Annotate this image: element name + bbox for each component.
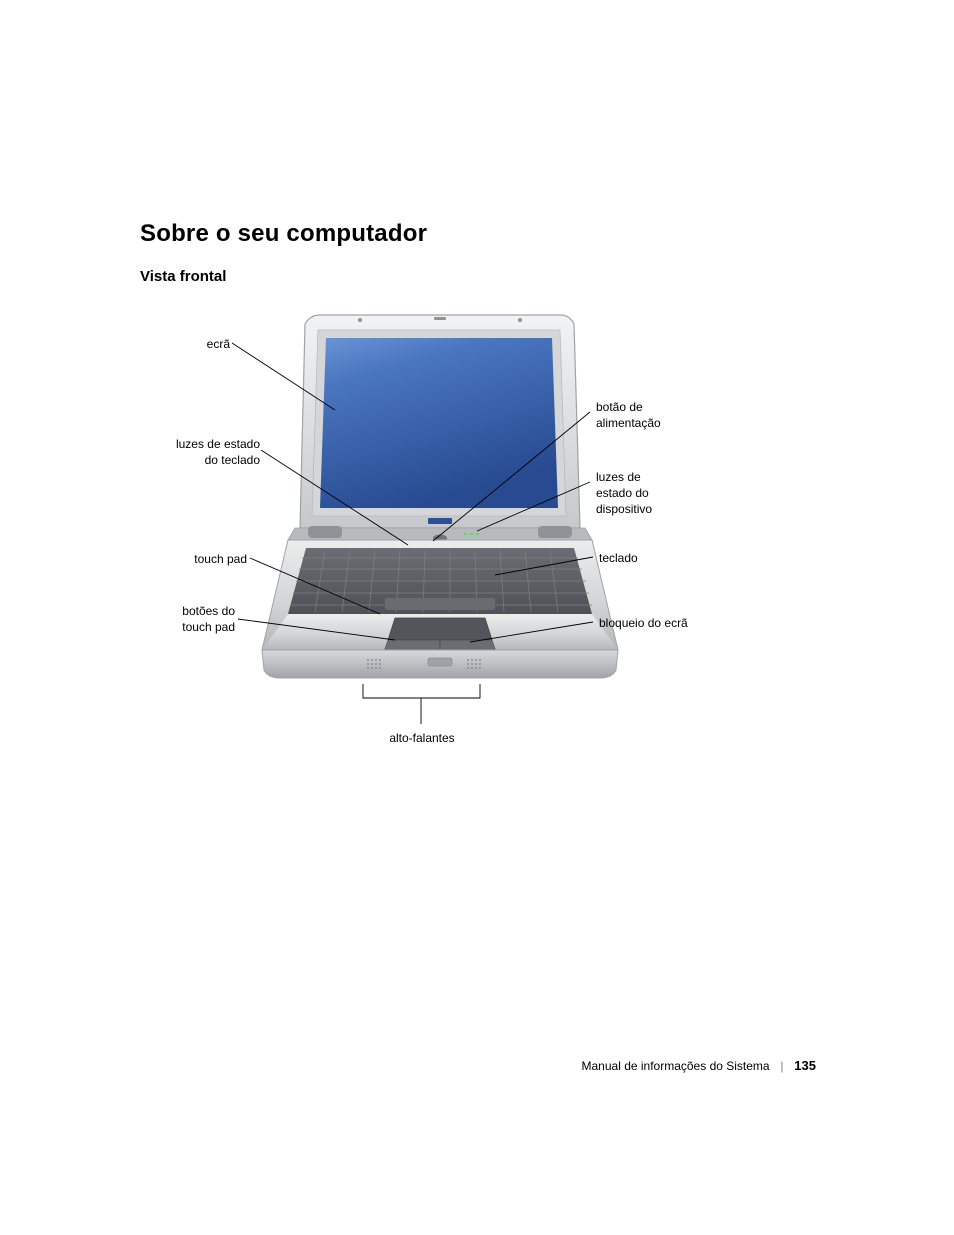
- label-bloqueio-ecra: bloqueio do ecrã: [599, 615, 688, 631]
- section-title: Vista frontal: [140, 268, 226, 285]
- label-botoes-touchpad-l1: botões do: [169, 603, 235, 619]
- laptop-base: [262, 540, 618, 652]
- label-luzes-disp-l1: luzes de: [596, 469, 652, 485]
- label-botao-alim-l2: alimentação: [596, 415, 661, 431]
- label-ecra: ecrã: [198, 336, 230, 352]
- label-luzes-teclado-l1: luzes de estado: [160, 436, 260, 452]
- label-alto-falantes-text: alto-falantes: [389, 731, 454, 745]
- label-luzes-dispositivo: luzes de estado do dispositivo: [596, 469, 652, 518]
- label-botoes-touchpad-l2: touch pad: [169, 619, 235, 635]
- label-teclado-text: teclado: [599, 551, 638, 565]
- label-ecra-text: ecrã: [207, 337, 230, 351]
- label-botao-alimentacao: botão de alimentação: [596, 399, 661, 431]
- screen-icon: [320, 338, 558, 508]
- label-botao-alim-l1: botão de: [596, 399, 661, 415]
- document-page: Sobre o seu computador Vista frontal: [0, 0, 954, 1235]
- laptop-illustration: [140, 300, 814, 770]
- page-title: Sobre o seu computador: [140, 220, 427, 248]
- laptop-lid: [300, 315, 580, 528]
- brand-logo-icon: [428, 518, 452, 524]
- front-view-diagram: ecrã luzes de estado do teclado touch pa…: [140, 300, 814, 770]
- display-latch-icon: [428, 658, 452, 666]
- footer-inner: Manual de informações do Sistema | 135: [582, 1058, 817, 1073]
- label-luzes-teclado: luzes de estado do teclado: [160, 436, 260, 468]
- footer-separator-icon: |: [773, 1059, 791, 1073]
- page-footer: Manual de informações do Sistema | 135: [0, 1058, 954, 1082]
- label-touchpad: touch pad: [181, 551, 247, 567]
- label-alto-falantes: alto-falantes: [380, 730, 464, 746]
- touchpad-icon: [388, 618, 492, 640]
- label-bloqueio-ecra-text: bloqueio do ecrã: [599, 616, 688, 630]
- label-luzes-teclado-l2: do teclado: [160, 452, 260, 468]
- laptop-front-edge: [262, 650, 618, 678]
- label-teclado: teclado: [599, 550, 638, 566]
- label-botoes-touchpad: botões do touch pad: [169, 603, 235, 635]
- label-luzes-disp-l2: estado do: [596, 485, 652, 501]
- label-touchpad-text: touch pad: [194, 552, 247, 566]
- page-number: 135: [794, 1058, 816, 1073]
- label-luzes-disp-l3: dispositivo: [596, 501, 652, 517]
- footer-text: Manual de informações do Sistema: [582, 1059, 770, 1073]
